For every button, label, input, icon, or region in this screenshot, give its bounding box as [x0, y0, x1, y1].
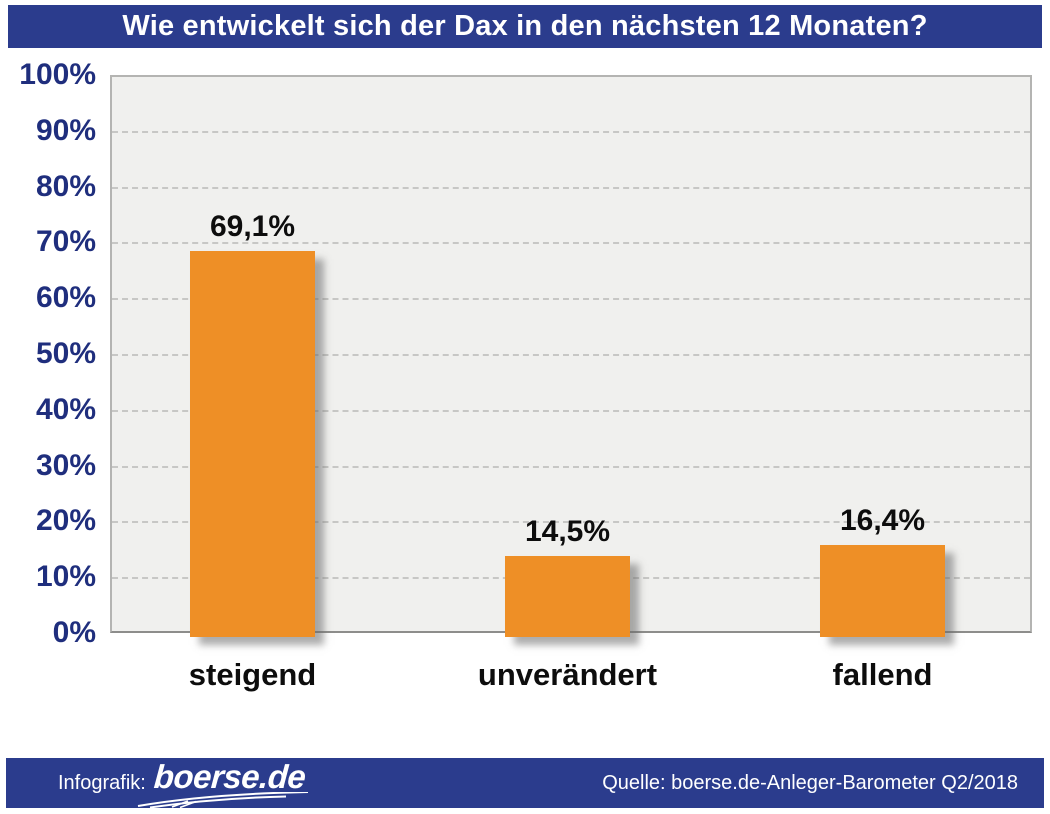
- y-axis-tick-label: 60%: [35, 281, 96, 315]
- y-axis-tick-label: 0%: [52, 616, 96, 649]
- gridline: [112, 521, 1030, 524]
- gridline: [112, 242, 1030, 245]
- x-axis-category-label: unverändert: [477, 657, 658, 692]
- infografik-label: Infografik:: [58, 772, 146, 794]
- y-axis-tick-label: 50%: [35, 337, 96, 370]
- bar-value-label: 14,5%: [524, 515, 611, 549]
- gridline: [112, 409, 1030, 412]
- gridline: [112, 354, 1030, 356]
- bar-value-label: 16,4%: [839, 504, 926, 538]
- bar-value-label: 69,1%: [209, 210, 296, 244]
- y-axis-tick-label: 40%: [35, 392, 96, 426]
- x-axis-category-label: steigend: [188, 657, 317, 692]
- y-axis-tick-label: 90%: [35, 113, 96, 147]
- y-axis-tick-label: 10%: [35, 560, 96, 594]
- chart-title-bar: Wie entwickelt sich der Dax in den nächs…: [8, 5, 1042, 48]
- y-axis-tick-label: 100%: [19, 58, 96, 91]
- gridline: [112, 186, 1030, 189]
- bar-fallend: [820, 545, 945, 637]
- source-label: Quelle: boerse.de-Anleger-Barometer Q2/2…: [602, 772, 1018, 794]
- y-axis-tick-label: 80%: [35, 169, 96, 203]
- boerse-logo-text: boerse.de: [152, 758, 307, 795]
- y-axis-tick-label: 20%: [35, 504, 96, 538]
- bar-steigend: [190, 251, 315, 637]
- logo-swoosh-icon: [137, 792, 309, 808]
- bar-unverändert: [505, 556, 630, 637]
- gridline: [112, 298, 1030, 301]
- gridline: [112, 130, 1030, 133]
- x-axis-category-label: fallend: [832, 657, 933, 692]
- gridline: [112, 465, 1030, 468]
- boerse-logo: boerse.de: [137, 758, 324, 808]
- footer-bar: Infografik: boerse.de Quelle: boerse.de-…: [6, 758, 1044, 808]
- page-title: Wie entwickelt sich der Dax in den nächs…: [122, 10, 928, 42]
- y-axis-tick-label: 30%: [35, 448, 96, 482]
- y-axis-tick-label: 70%: [35, 225, 96, 259]
